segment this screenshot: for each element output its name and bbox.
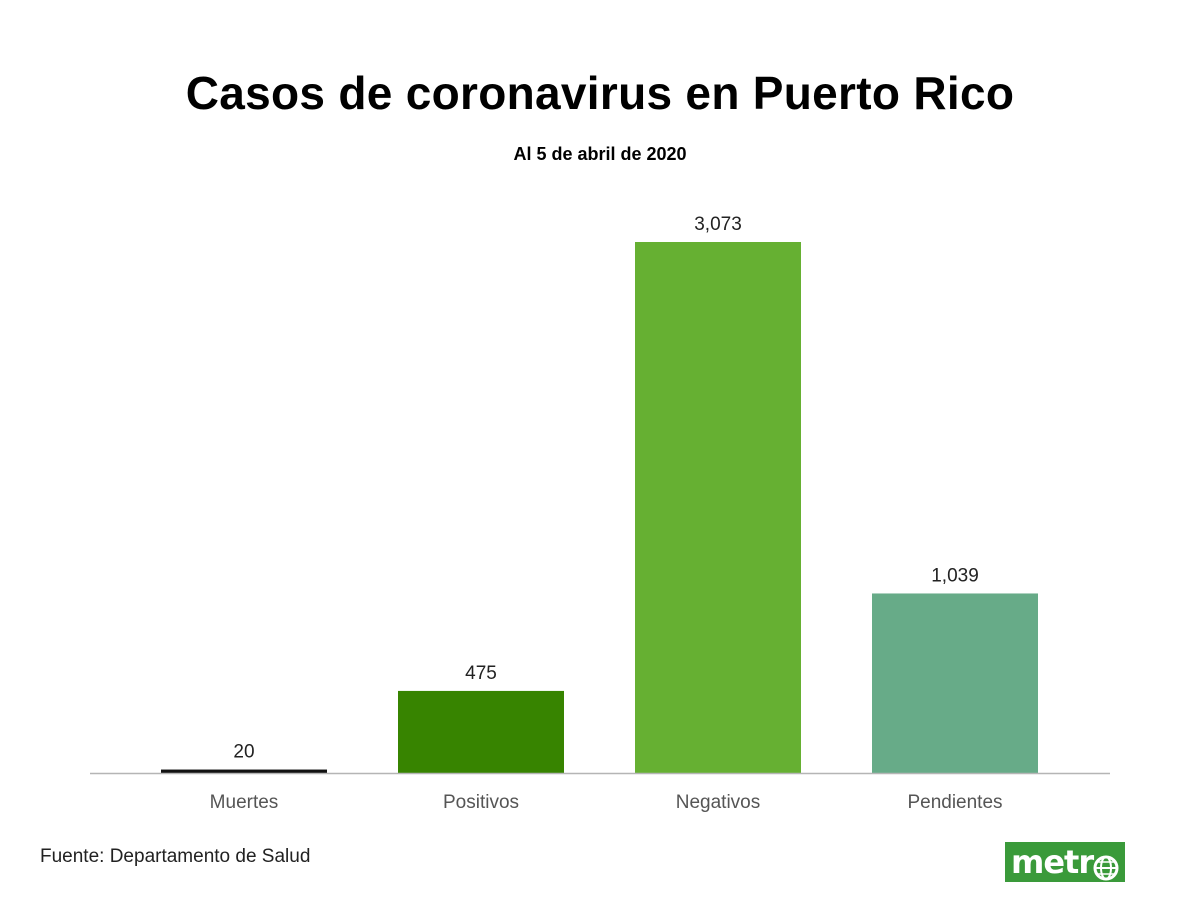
- bar-negativos: [635, 242, 801, 773]
- bar-muertes: [161, 769, 327, 773]
- value-label-muertes: 20: [233, 742, 254, 763]
- bar-pendientes: [872, 593, 1038, 773]
- chart-subtitle: Al 5 de abril de 2020: [513, 144, 687, 164]
- value-label-pendientes: 1,039: [931, 565, 979, 586]
- x-tick-label-negativos: Negativos: [676, 792, 761, 813]
- x-tick-label-pendientes: Pendientes: [907, 792, 1002, 813]
- x-tick-label-positivos: Positivos: [443, 792, 519, 813]
- value-label-positivos: 475: [465, 663, 497, 684]
- globe-icon: [1093, 850, 1119, 890]
- x-tick-label-muertes: Muertes: [210, 792, 279, 813]
- logo-text: metr: [1011, 843, 1094, 881]
- value-label-negativos: 3,073: [694, 214, 742, 235]
- metro-logo: metr: [1005, 842, 1125, 882]
- bar-positivos: [398, 690, 564, 773]
- source-note: Fuente: Departamento de Salud: [40, 846, 311, 867]
- chart-title: Casos de coronavirus en Puerto Rico: [185, 67, 1015, 119]
